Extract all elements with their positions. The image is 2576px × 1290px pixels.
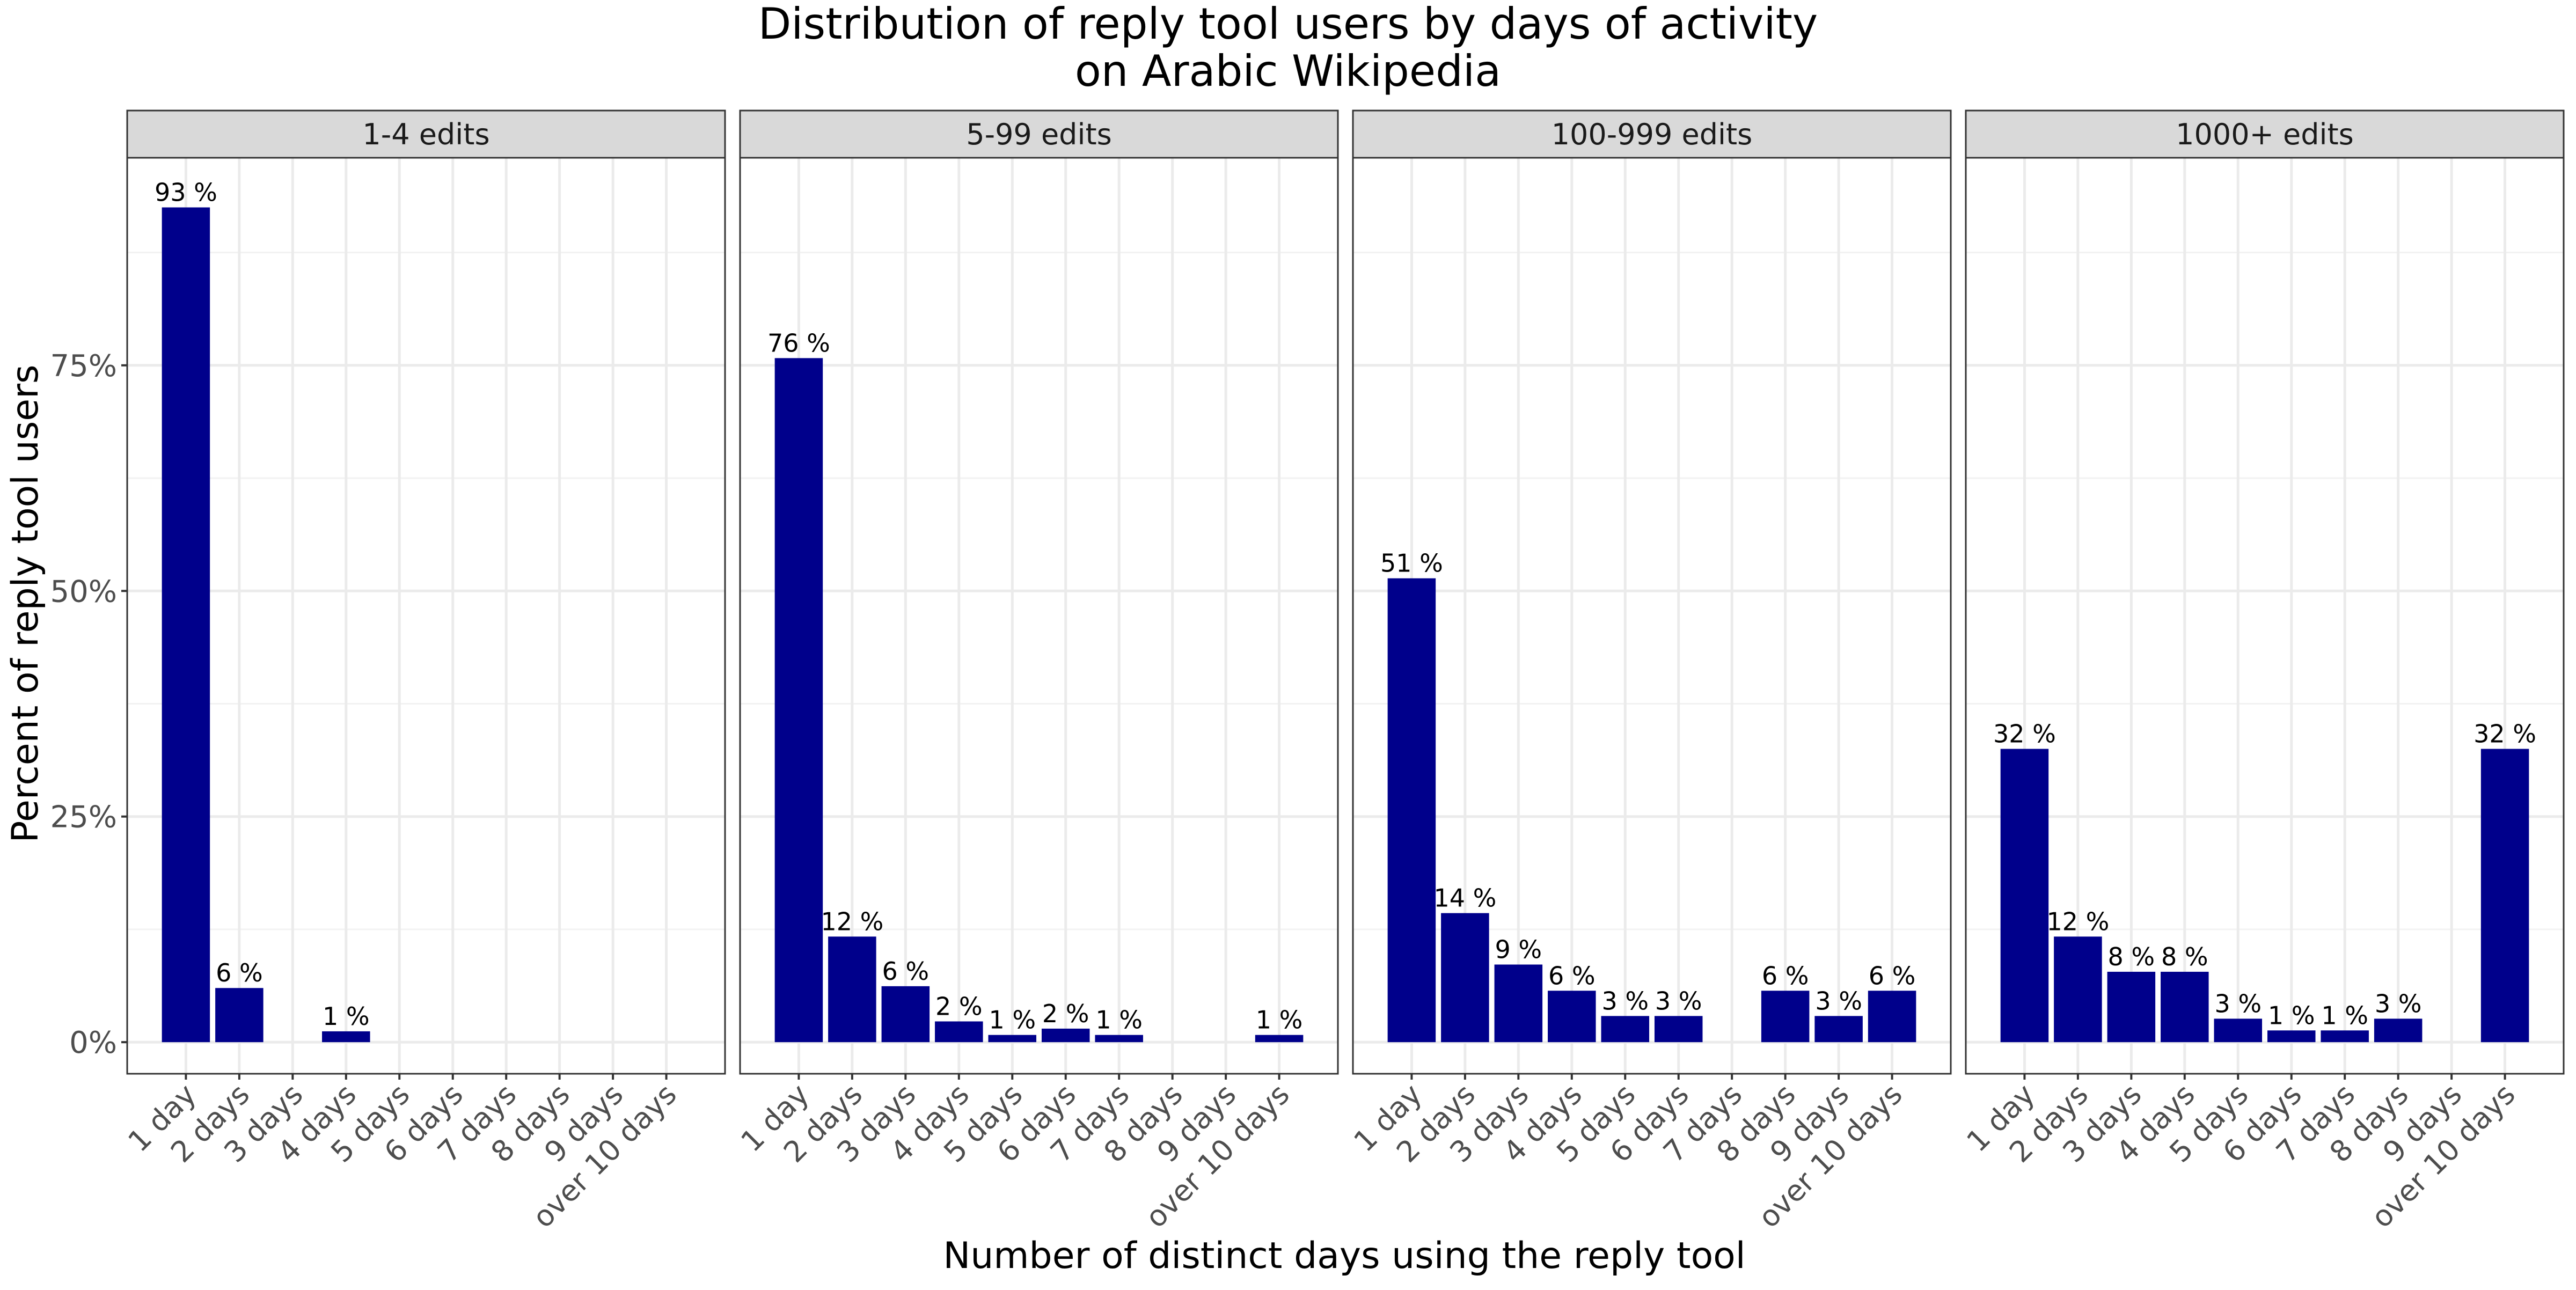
bar-value-label: 6 % [1869, 961, 1916, 990]
bar-2-10 [1255, 1035, 1304, 1043]
panel-background [740, 158, 1338, 1074]
bar-2-2 [828, 936, 876, 1043]
facet-strip [1352, 109, 1952, 159]
facet-strip [1965, 109, 2565, 159]
bar-value-label: 9 % [1495, 935, 1542, 964]
bar-value-label: 1 % [989, 1006, 1036, 1035]
bar-value-label: 8 % [2108, 942, 2155, 971]
bar-value-label: 1 % [2268, 1001, 2315, 1030]
bar-3-10 [1868, 991, 1916, 1043]
bar-4-8 [2374, 1018, 2423, 1043]
bar-3-4 [1548, 991, 1596, 1043]
facet-strip-label: 1-4 edits [362, 118, 489, 151]
bar-1-4 [322, 1031, 370, 1043]
chart-title-line-1: Distribution of reply tool users by days… [758, 0, 1818, 49]
facet-strip-label: 1000+ edits [2176, 118, 2354, 151]
bar-value-label: 3 % [1601, 986, 1649, 1015]
bar-value-label: 1 % [1256, 1006, 1303, 1035]
bar-2-5 [988, 1035, 1037, 1043]
bar-value-label: 32 % [2473, 720, 2536, 749]
bar-value-label: 2 % [935, 992, 983, 1021]
bar-2-3 [881, 986, 930, 1043]
bar-3-9 [1814, 1016, 1863, 1043]
bar-value-label: 6 % [882, 957, 930, 986]
panel-border [126, 157, 726, 1075]
bar-3-2 [1441, 913, 1489, 1043]
chart-title-line-2: on Arabic Wikipedia [1075, 46, 1501, 96]
bar-4-2 [2054, 936, 2102, 1043]
bar-value-label: 93 % [155, 178, 217, 207]
bar-value-label: 6 % [216, 958, 263, 987]
bar-value-label: 3 % [1815, 986, 1862, 1015]
y-tick-label: 75% [50, 349, 117, 384]
bar-value-label: 6 % [1548, 961, 1596, 990]
bar-2-4 [935, 1021, 983, 1043]
y-axis-label: Percent of reply tool users [4, 365, 47, 843]
bar-value-label: 1 % [1095, 1006, 1143, 1035]
bar-3-3 [1494, 964, 1543, 1043]
facet-strip-label: 100-999 edits [1552, 118, 1753, 151]
bar-4-3 [2107, 971, 2156, 1043]
bar-value-label: 12 % [821, 907, 883, 936]
bar-4-10 [2480, 749, 2529, 1043]
panel-border [1965, 157, 2565, 1075]
x-axis-label: Number of distinct days using the reply … [943, 1235, 1745, 1277]
bar-3-8 [1761, 991, 1810, 1043]
panel-background [1966, 158, 2564, 1074]
facet-strip [739, 109, 1339, 159]
bar-3-6 [1654, 1016, 1703, 1043]
bar-2-6 [1041, 1028, 1090, 1043]
y-tick-label: 25% [50, 800, 117, 835]
panel-background [127, 158, 725, 1074]
bar-4-4 [2161, 971, 2209, 1043]
bar-value-label: 3 % [2214, 989, 2262, 1018]
bar-value-label: 1 % [323, 1002, 370, 1031]
bar-value-label: 3 % [2375, 989, 2422, 1018]
bar-value-label: 76 % [767, 328, 830, 357]
bar-4-1 [2000, 749, 2049, 1043]
bar-value-label: 6 % [1762, 961, 1809, 990]
bar-3-1 [1387, 578, 1436, 1043]
facet-strip [126, 109, 726, 159]
bar-1-2 [215, 988, 264, 1043]
bar-value-label: 32 % [1993, 720, 2056, 749]
bar-3-5 [1601, 1016, 1650, 1043]
bar-4-7 [2321, 1030, 2369, 1043]
bar-4-5 [2214, 1018, 2263, 1043]
bar-4-6 [2267, 1030, 2316, 1043]
bar-value-label: 8 % [2161, 942, 2208, 971]
bar-value-label: 2 % [1042, 999, 1089, 1028]
bar-2-1 [774, 358, 823, 1043]
facet-strip-label: 5-99 edits [966, 118, 1112, 151]
bar-1-1 [162, 207, 210, 1043]
bar-value-label: 14 % [1433, 884, 1496, 913]
bar-value-label: 51 % [1380, 549, 1443, 578]
panel-border [739, 157, 1339, 1075]
panel-border [1352, 157, 1952, 1075]
y-tick-label: 0% [69, 1025, 117, 1060]
bar-2-7 [1095, 1035, 1143, 1043]
bar-value-label: 3 % [1655, 986, 1702, 1015]
y-tick-label: 50% [50, 574, 117, 609]
bar-value-label: 12 % [2046, 907, 2109, 936]
bar-value-label: 1 % [2321, 1001, 2368, 1030]
